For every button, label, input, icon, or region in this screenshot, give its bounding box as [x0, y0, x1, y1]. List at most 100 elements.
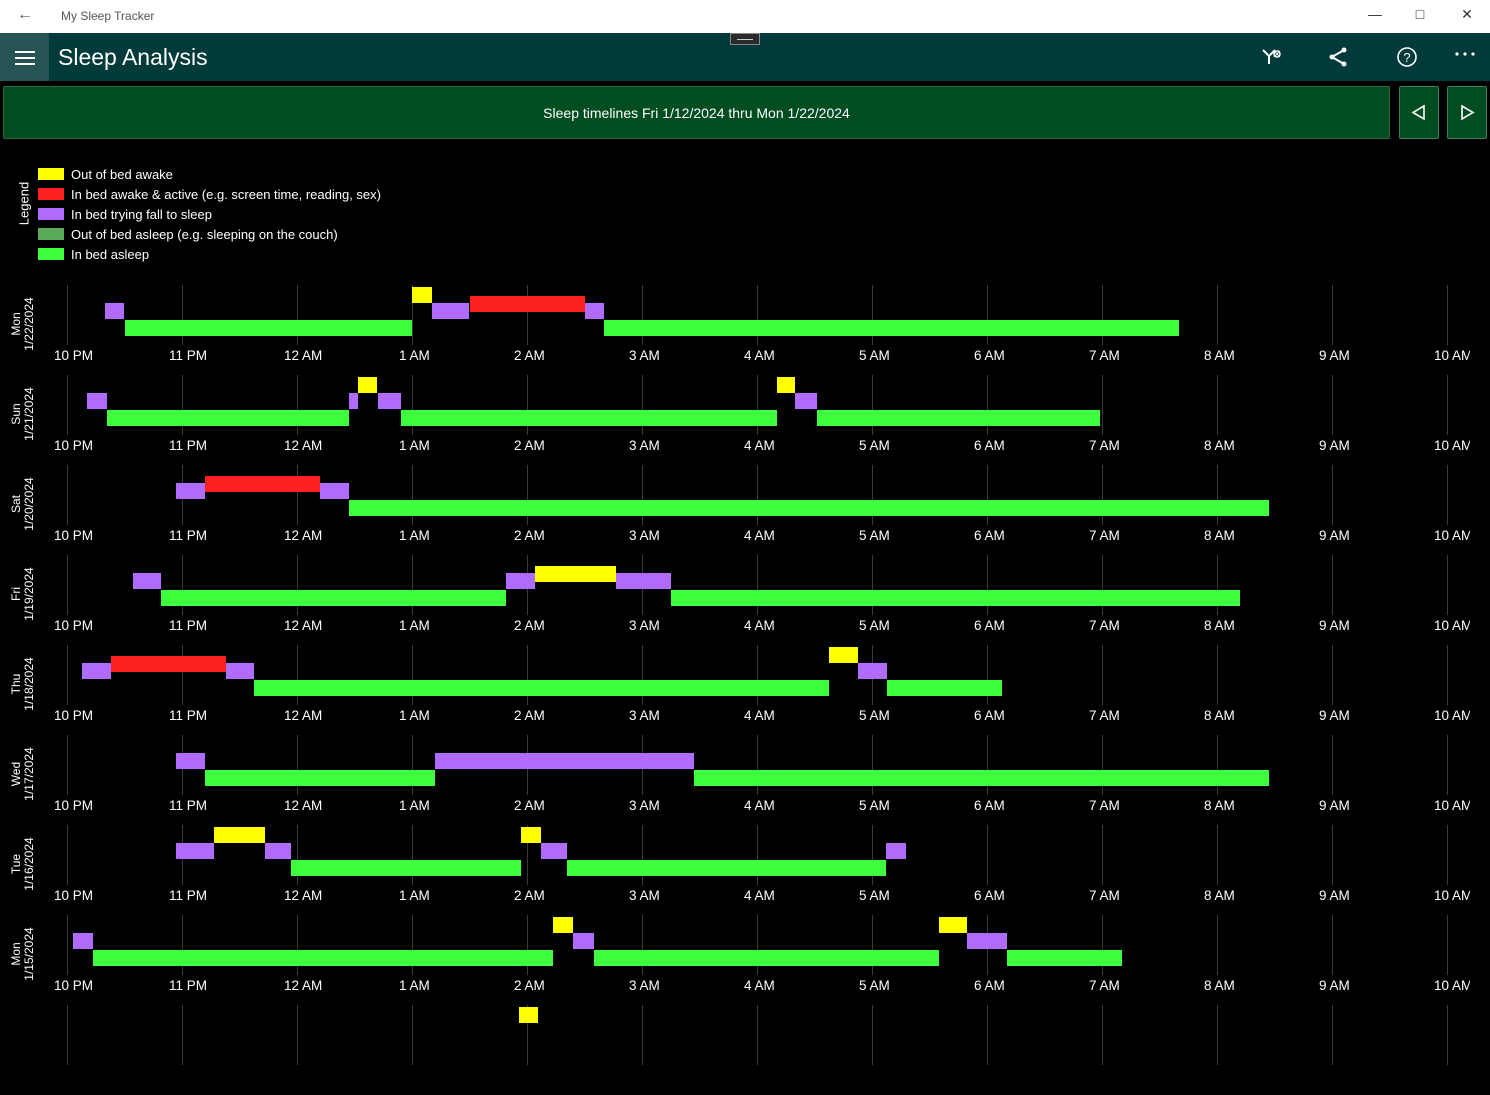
gridline: [1102, 825, 1103, 885]
help-icon[interactable]: ?: [1393, 43, 1421, 71]
more-icon[interactable]: [1451, 43, 1479, 71]
x-tick-label: 10 PM: [54, 888, 94, 903]
window-titlebar: ← My Sleep Tracker — □ ✕: [0, 0, 1490, 33]
gridline: [527, 285, 528, 345]
gridline: [872, 555, 873, 615]
x-tick-label: 3 AM: [629, 438, 660, 453]
previous-button[interactable]: [1399, 86, 1439, 139]
gridline: [527, 465, 528, 525]
close-icon[interactable]: ✕: [1461, 6, 1473, 22]
gridline: [297, 825, 298, 885]
gridline: [412, 465, 413, 525]
x-tick-label: 12 AM: [284, 348, 323, 363]
gridline: [182, 285, 183, 345]
gridline: [412, 285, 413, 345]
x-tick-label: 4 AM: [744, 348, 775, 363]
timeline-bar-trying: [72, 933, 94, 949]
gridline: [412, 825, 413, 885]
settings-sparkle-icon[interactable]: [1258, 43, 1286, 71]
x-tick-label: 5 AM: [859, 618, 890, 633]
x-tick-label: 9 AM: [1319, 438, 1350, 453]
timeline-bar-trying: [264, 843, 292, 859]
x-tick-label: 7 AM: [1089, 348, 1120, 363]
gridline: [297, 555, 298, 615]
x-tick-label: 10 PM: [54, 978, 94, 993]
gridline: [412, 555, 413, 615]
x-tick-label: 2 AM: [514, 348, 545, 363]
gridline: [1217, 735, 1218, 795]
timeline-bar-asleep: [593, 950, 939, 966]
gridline: [1447, 1005, 1448, 1065]
gridline: [1332, 375, 1333, 435]
gridline: [297, 375, 298, 435]
x-tick-label: 7 AM: [1089, 528, 1120, 543]
timeline-bar-asleep: [205, 770, 435, 786]
timeline-bar-asleep: [400, 410, 777, 426]
gridline: [1447, 375, 1448, 435]
timeline-row: Fri 1/19/2024 10 PM 11 PM 12 AM 1 AM 2 AM 3 AM 4…: [0, 555, 1490, 645]
gridline: [1332, 465, 1333, 525]
gridline: [1102, 645, 1103, 705]
x-tick-label: 10 AM: [1434, 528, 1470, 543]
app-title: My Sleep Tracker: [61, 9, 155, 23]
timeline-bar-out-of-bed-awake: [535, 566, 616, 582]
x-tick-label: 11 PM: [169, 438, 208, 453]
gridline: [67, 285, 68, 345]
gridline: [182, 1005, 183, 1065]
timeline-bar-asleep: [693, 770, 1269, 786]
page-title: Sleep Analysis: [58, 44, 208, 70]
maximize-icon[interactable]: □: [1415, 6, 1425, 22]
timeline-bar-trying: [794, 393, 817, 409]
gridline: [67, 915, 68, 975]
timeline-bar-asleep: [886, 680, 1002, 696]
timeline-bar-trying: [540, 843, 568, 859]
x-tick-label: 8 AM: [1204, 978, 1235, 993]
gridline: [67, 645, 68, 705]
gridline: [872, 1005, 873, 1065]
x-tick-label: 8 AM: [1204, 618, 1235, 633]
share-icon[interactable]: [1325, 43, 1353, 71]
timeline-range-header: Sleep timelines Fri 1/12/2024 thru Mon 1…: [3, 86, 1390, 139]
x-tick-label: 10 AM: [1434, 978, 1470, 993]
timeline-bar-out-of-bed-awake: [829, 647, 859, 663]
timeline-row: Wed 1/17/2024 10 PM 11 PM 12 AM 1 AM 2 AM 3 AM 4…: [0, 735, 1490, 825]
gridline: [67, 375, 68, 435]
gridline: [1217, 375, 1218, 435]
gridline: [757, 465, 758, 525]
gridline: [1332, 735, 1333, 795]
app-bar: Sleep Analysis ?: [0, 33, 1490, 81]
timeline-bar-asleep: [567, 860, 886, 876]
x-tick-label: 2 AM: [514, 528, 545, 543]
gridline: [1447, 555, 1448, 615]
gridline: [182, 375, 183, 435]
gridline: [412, 375, 413, 435]
x-tick-label: 5 AM: [859, 348, 890, 363]
gridline: [987, 645, 988, 705]
x-tick-label: 3 AM: [629, 978, 660, 993]
gridline: [67, 825, 68, 885]
timeline-bar-asleep: [93, 950, 554, 966]
hamburger-icon[interactable]: [0, 33, 49, 81]
legend-label: Out of bed asleep (e.g. sleeping on the …: [71, 227, 338, 242]
timeline-bar-trying: [967, 933, 1007, 949]
gridline: [642, 915, 643, 975]
timeline-bar-trying: [81, 663, 111, 679]
x-tick-label: 1 AM: [399, 708, 430, 723]
gridline: [1447, 285, 1448, 345]
x-tick-label: 9 AM: [1319, 618, 1350, 633]
x-tick-label: 9 AM: [1319, 528, 1350, 543]
gridline: [67, 555, 68, 615]
timeline-row: Mon 1/15/2024 10 PM 11 PM 12 AM 1 AM 2 AM 3 AM 4…: [0, 915, 1490, 1005]
drag-handle[interactable]: [730, 33, 760, 45]
gridline: [297, 285, 298, 345]
gridline: [757, 825, 758, 885]
back-arrow-icon[interactable]: ←: [17, 6, 33, 23]
next-button[interactable]: [1447, 86, 1487, 139]
x-tick-label: 2 AM: [514, 798, 545, 813]
x-tick-label: 9 AM: [1319, 708, 1350, 723]
x-tick-label: 12 AM: [284, 888, 323, 903]
minimize-icon[interactable]: —: [1368, 6, 1382, 22]
gridline: [872, 375, 873, 435]
legend-swatch: [38, 188, 64, 200]
gridline: [757, 555, 758, 615]
